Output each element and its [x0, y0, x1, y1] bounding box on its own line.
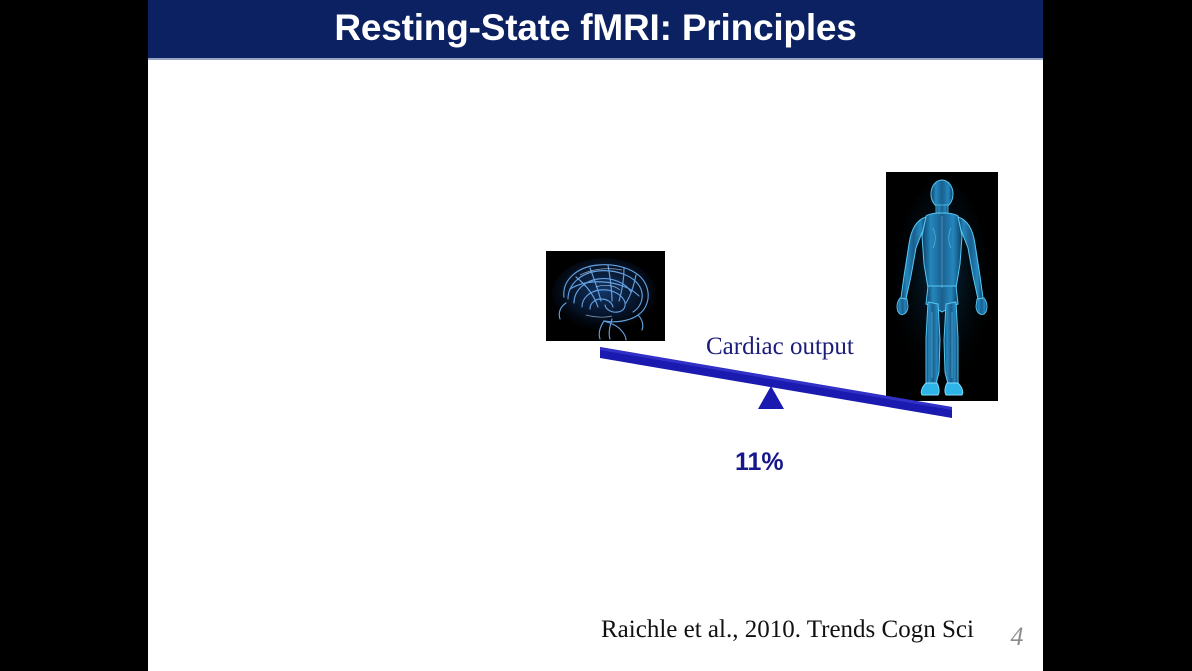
- slide-number: 4: [1010, 622, 1024, 651]
- cardiac-output-label: Cardiac output: [706, 333, 854, 360]
- percentage-label: 11%: [735, 448, 784, 476]
- brain-illustration: [546, 251, 665, 341]
- human-body-illustration: [886, 172, 998, 401]
- slide-title-bar: [148, 0, 1043, 58]
- brain-image: [546, 251, 665, 341]
- slide-canvas: Resting-State fMRI: Principles: [148, 0, 1043, 671]
- page-title: Resting-State fMRI: Principles: [334, 7, 857, 48]
- fulcrum-triangle: [758, 386, 784, 409]
- body-image: [886, 172, 998, 401]
- title-divider: [148, 58, 1043, 60]
- citation-text: Raichle et al., 2010. Trends Cogn Sci: [601, 616, 974, 643]
